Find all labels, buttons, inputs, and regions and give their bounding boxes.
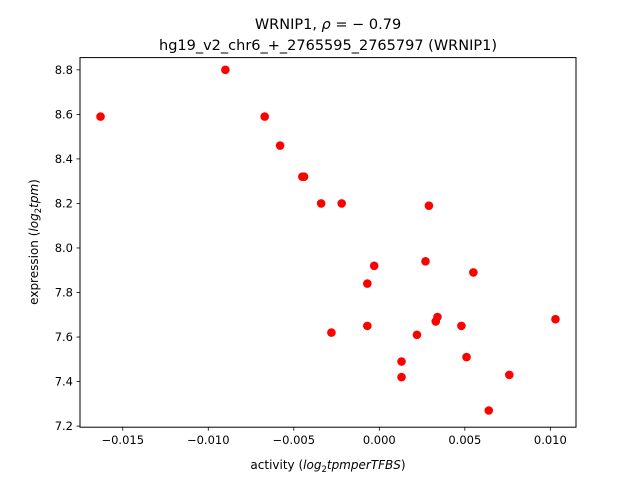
- chart-title-line-1: WRNIP1, ρ = − 0.79: [255, 17, 401, 33]
- y-tick-label: 7.6: [55, 330, 73, 344]
- x-tick-label: 0.010: [534, 433, 567, 447]
- y-tick-label: 7.8: [55, 285, 73, 299]
- data-point: [96, 112, 105, 121]
- data-point: [327, 328, 336, 337]
- x-tick-label: −0.015: [101, 433, 144, 447]
- data-point: [421, 257, 430, 266]
- x-tick-label: 0.005: [448, 433, 481, 447]
- data-point: [337, 199, 346, 208]
- data-point: [363, 321, 372, 331]
- x-tick-label: 0.000: [363, 433, 396, 447]
- data-point: [504, 370, 514, 380]
- y-tick-label: 7.4: [55, 375, 73, 389]
- data-point: [397, 357, 406, 366]
- data-point: [299, 172, 309, 182]
- y-tick-label: 8.0: [55, 241, 73, 255]
- data-point: [397, 372, 406, 382]
- data-point: [433, 312, 442, 322]
- chart-title-line-2: hg19_v2_chr6_+_2765595_2765797 (WRNIP1): [159, 38, 497, 54]
- data-point: [369, 261, 379, 271]
- data-point: [221, 65, 230, 75]
- data-point: [260, 112, 270, 121]
- y-tick-label: 8.4: [55, 152, 73, 166]
- data-point: [412, 330, 422, 340]
- x-axis-ticks: −0.015 −0.010 −0.005 0.000 0.005 0.010: [101, 427, 567, 447]
- data-point: [275, 141, 285, 150]
- data-point: [316, 199, 326, 208]
- x-tick-label: −0.010: [187, 433, 230, 447]
- y-tick-label: 8.2: [55, 196, 73, 210]
- data-point: [363, 279, 372, 288]
- data-point: [457, 321, 466, 331]
- data-point: [469, 268, 478, 277]
- data-point: [424, 201, 434, 210]
- data-point: [484, 406, 494, 415]
- data-points: [96, 65, 560, 415]
- y-axis-label: expression (log2tpm): [27, 179, 44, 305]
- y-tick-label: 8.6: [55, 107, 73, 121]
- y-tick-label: 8.8: [55, 63, 73, 77]
- x-tick-label: −0.005: [273, 433, 316, 447]
- plot-frame: [79, 57, 577, 428]
- data-point: [551, 314, 560, 324]
- plot-area: [96, 65, 560, 415]
- data-point: [462, 352, 471, 362]
- x-axis-label: activity (log2tpmperTFBS): [250, 458, 405, 475]
- y-tick-label: 7.2: [55, 419, 73, 433]
- y-axis-ticks: 7.2 7.4 7.6 7.8 8.0 8.2 8.4 8.6 8.8: [55, 63, 80, 433]
